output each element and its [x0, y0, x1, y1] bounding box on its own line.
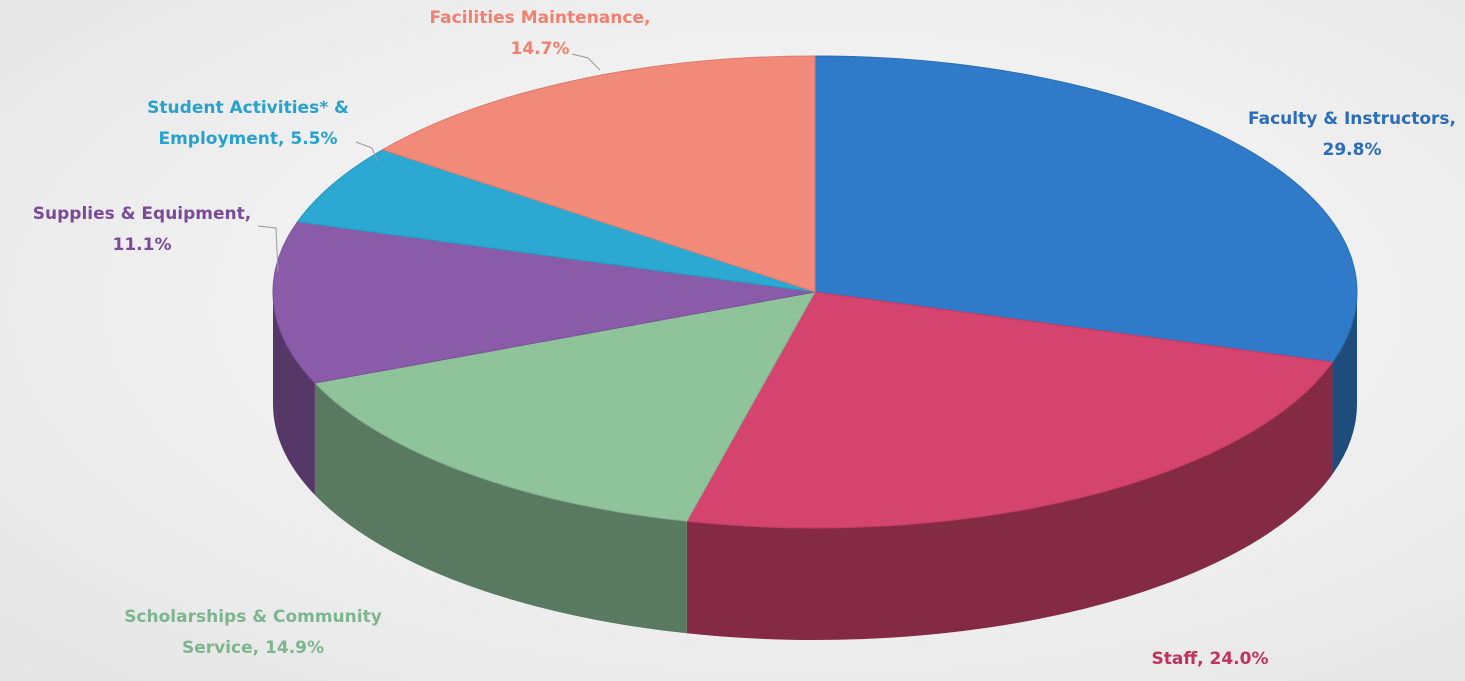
leader-line — [257, 225, 279, 273]
pie-slice — [381, 55, 816, 293]
data-label-line: 29.8% — [1323, 140, 1382, 160]
data-label-line: 14.7% — [511, 39, 570, 59]
pie-slice — [814, 55, 1358, 363]
data-label-line: Staff, 24.0% — [1152, 649, 1269, 669]
data-label-line: Faculty & Instructors, — [1248, 109, 1456, 129]
data-label-line: Supplies & Equipment, — [33, 204, 251, 224]
data-label-line: Employment, 5.5% — [158, 129, 337, 149]
data-label: Facilities Maintenance, 14.7% — [430, 8, 651, 59]
pie-tops — [272, 55, 1358, 529]
pie-slice — [296, 149, 816, 293]
data-label: Scholarships & Community Service, 14.9% — [124, 607, 382, 658]
pie-side — [314, 382, 687, 634]
leader-line — [355, 141, 379, 163]
pie-slice — [272, 221, 816, 384]
pie-side — [1332, 292, 1357, 475]
data-label: Staff, 24.0% — [1152, 649, 1269, 669]
data-label: Faculty & Instructors, 29.8% — [1248, 109, 1456, 160]
data-label-line: Scholarships & Community — [124, 607, 382, 627]
data-label-line: Service, 14.9% — [182, 638, 324, 658]
leader-line — [571, 53, 601, 71]
data-label: Supplies & Equipment, 11.1% — [33, 204, 251, 255]
data-labels: Faculty & Instructors, 29.8% Staff, 24.0% S… — [33, 8, 1456, 669]
data-label-line: Student Activities* & — [147, 98, 349, 118]
data-label-line: 11.1% — [113, 235, 172, 255]
pie-slice — [313, 291, 816, 522]
pie-side — [273, 292, 315, 495]
data-label: Student Activities* & Employment, 5.5% — [147, 98, 349, 149]
pie-side — [686, 362, 1333, 640]
data-label-line: Facilities Maintenance, — [430, 8, 651, 28]
pie-sides — [273, 292, 1357, 640]
pie-slice — [686, 291, 1334, 529]
